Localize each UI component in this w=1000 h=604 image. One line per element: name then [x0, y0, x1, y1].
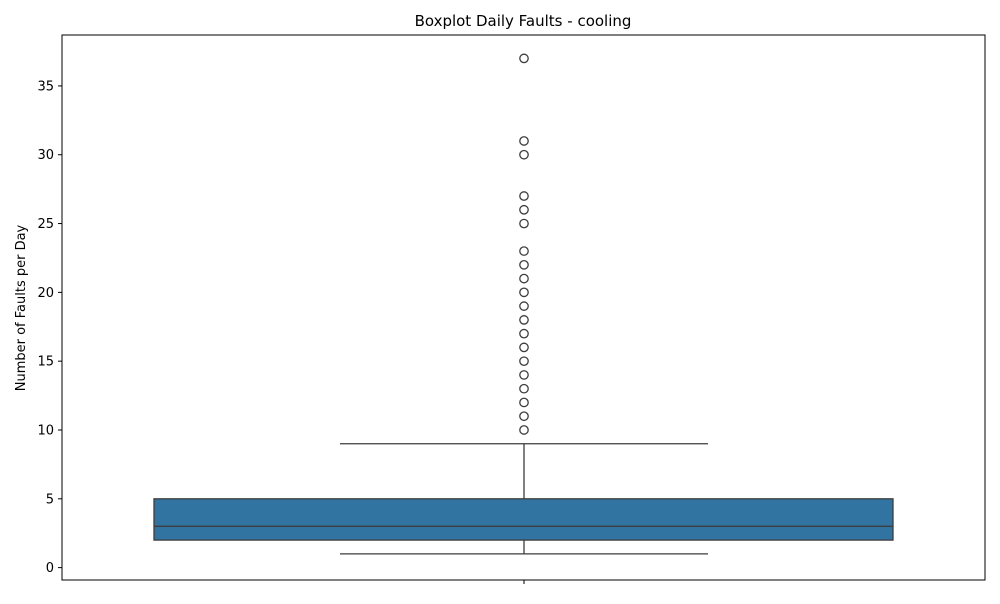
y-tick-label: 20 — [37, 286, 54, 301]
outlier-point — [519, 246, 529, 256]
y-tick-label: 10 — [37, 423, 54, 438]
outlier-point — [519, 356, 529, 367]
outlier-point — [519, 411, 529, 422]
y-tick-label: 0 — [46, 561, 54, 576]
iqr-box — [153, 498, 894, 541]
outlier-point — [519, 204, 529, 215]
y-tick-label: 35 — [37, 79, 54, 94]
y-tick-label: 15 — [37, 355, 54, 370]
plot-frame — [61, 34, 986, 581]
chart-title: Boxplot Daily Faults - cooling — [415, 12, 632, 30]
outlier-point — [519, 370, 529, 380]
outlier-point — [519, 273, 529, 284]
outlier-point — [519, 315, 529, 325]
plot-area: 0 5 10 15 20 25 30 35 — [37, 34, 986, 584]
outlier-point — [519, 342, 529, 353]
y-axis-label: Number of Faults per Day — [14, 224, 29, 391]
y-tick-label: 5 — [46, 492, 54, 507]
y-tick-label: 30 — [37, 148, 54, 163]
outlier-point — [519, 328, 529, 339]
outlier-point — [519, 425, 529, 435]
outlier-point — [519, 191, 529, 201]
outlier-point — [519, 136, 529, 146]
outlier-point — [519, 383, 529, 394]
outlier-point — [519, 218, 529, 229]
outlier-point — [519, 259, 529, 270]
outlier-point — [519, 53, 529, 64]
y-tick-label: 25 — [37, 217, 54, 232]
outlier-point — [519, 397, 529, 408]
outlier-point — [519, 301, 529, 311]
outlier-point — [519, 287, 529, 298]
outlier-point — [519, 149, 529, 160]
